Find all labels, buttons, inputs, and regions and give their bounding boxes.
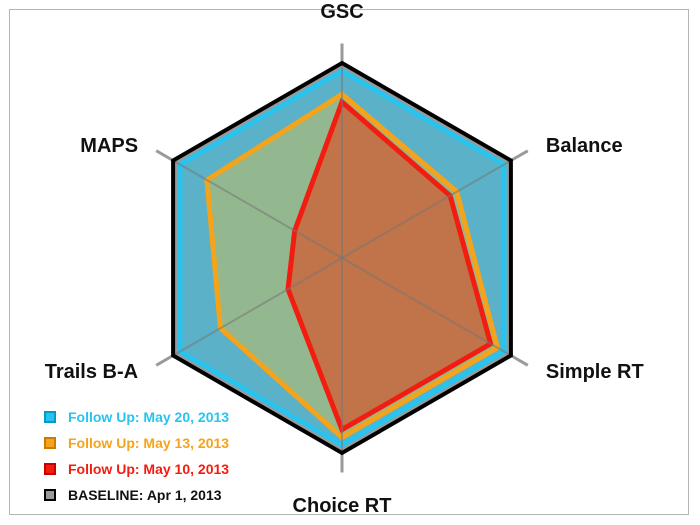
axis-tick-2	[510, 354, 529, 367]
axis-label-choice-rt: Choice RT	[293, 495, 392, 517]
axis-tick-4	[155, 354, 174, 367]
axis-label-maps: MAPS	[80, 135, 138, 157]
spoke-5	[172, 159, 343, 259]
axis-label-balance: Balance	[546, 135, 623, 157]
outline-layer	[171, 60, 513, 456]
spoke-1	[341, 159, 512, 259]
legend: Follow Up: May 20, 2013 Follow Up: May 1…	[44, 404, 304, 508]
legend-label: Follow Up: May 10, 2013	[68, 461, 230, 477]
axis-label-layer: GSC Balance Simple RT Choice RT Trails B-A MA…	[45, 1, 644, 517]
legend-label: Follow Up: May 20, 2013	[68, 409, 230, 425]
legend-item-follow-up-may-10: Follow Up: May 10, 2013	[44, 456, 304, 482]
legend-swatch	[44, 411, 56, 423]
axis-tick-5	[155, 149, 174, 162]
spoke-4	[172, 257, 343, 357]
axis-label-simple-rt: Simple RT	[546, 361, 644, 383]
legend-swatch	[44, 489, 56, 501]
legend-item-follow-up-may-20: Follow Up: May 20, 2013	[44, 404, 304, 430]
legend-swatch	[44, 463, 56, 475]
legend-label: BASELINE: Apr 1, 2013	[68, 487, 222, 503]
axis-label-trails-b-a: Trails B-A	[45, 361, 138, 383]
spoke-layer	[155, 43, 529, 473]
spoke-2	[341, 257, 512, 357]
axis-tick-1	[510, 149, 529, 162]
axis-label-gsc: GSC	[320, 1, 363, 23]
legend-swatch	[44, 437, 56, 449]
outer-hexagon	[171, 60, 513, 456]
legend-item-baseline: BASELINE: Apr 1, 2013	[44, 482, 304, 508]
legend-item-follow-up-may-13: Follow Up: May 13, 2013	[44, 430, 304, 456]
legend-label: Follow Up: May 13, 2013	[68, 435, 230, 451]
